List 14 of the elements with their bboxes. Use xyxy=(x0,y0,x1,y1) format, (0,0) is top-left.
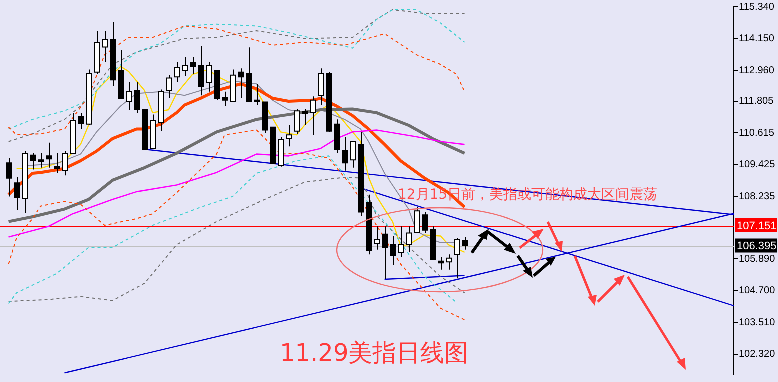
y-tick-label: 111.805 xyxy=(739,96,774,108)
y-tick-label: 109.425 xyxy=(739,160,776,171)
ref-line-label: 106.395 xyxy=(737,240,777,253)
y-tick-label: 114.150 xyxy=(739,34,775,45)
y-tick-label: 105.890 xyxy=(739,254,776,265)
y-tick-label: 112.960 xyxy=(739,65,775,76)
y-tick-label: 115.340 xyxy=(739,2,775,13)
y-tick-label: 102.320 xyxy=(739,349,776,360)
y-tick-label: 103.510 xyxy=(739,317,776,328)
text: 11.29美指日线图 xyxy=(280,338,469,369)
y-tick-label: 104.700 xyxy=(739,286,776,297)
ref-line-label: 107.151 xyxy=(737,220,777,233)
y-tick-label: 110.615 xyxy=(739,128,775,139)
y-tick-label: 108.235 xyxy=(739,191,776,202)
